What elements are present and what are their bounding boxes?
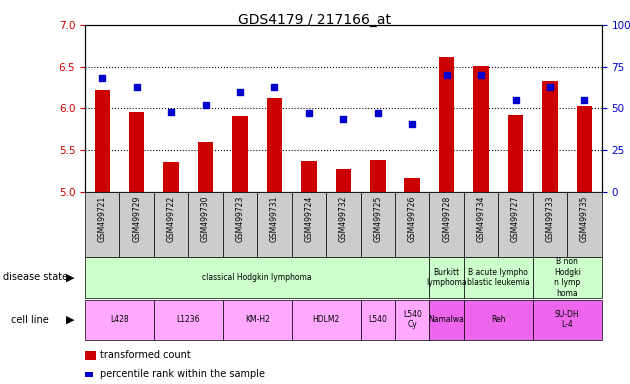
Bar — [395, 300, 430, 340]
Bar — [129, 112, 144, 192]
Bar — [223, 300, 292, 340]
Text: disease state: disease state — [3, 272, 68, 283]
Bar — [370, 160, 386, 192]
Text: GSM499731: GSM499731 — [270, 195, 279, 242]
Text: GSM499726: GSM499726 — [408, 195, 416, 242]
Bar — [464, 300, 533, 340]
Bar — [360, 300, 395, 340]
Bar — [266, 98, 282, 192]
Bar — [404, 178, 420, 192]
Point — [200, 102, 210, 108]
Bar — [533, 192, 567, 257]
Bar — [85, 192, 120, 257]
Text: cell line: cell line — [11, 314, 49, 325]
Point — [304, 111, 314, 117]
Point — [166, 109, 176, 115]
Bar — [163, 162, 179, 192]
Bar — [498, 192, 533, 257]
Text: L428: L428 — [110, 315, 129, 324]
Text: GSM499729: GSM499729 — [132, 195, 141, 242]
Bar — [85, 257, 430, 298]
Text: GSM499728: GSM499728 — [442, 195, 451, 242]
Bar — [533, 300, 602, 340]
Bar — [301, 161, 317, 192]
Bar — [430, 192, 464, 257]
Text: transformed count: transformed count — [100, 350, 191, 360]
Text: ▶: ▶ — [66, 272, 75, 283]
Bar — [257, 192, 292, 257]
Point — [510, 97, 520, 103]
Text: GSM499730: GSM499730 — [201, 195, 210, 242]
Bar — [360, 192, 395, 257]
Point — [407, 121, 417, 127]
Bar — [464, 192, 498, 257]
Text: L540: L540 — [369, 315, 387, 324]
Text: GDS4179 / 217166_at: GDS4179 / 217166_at — [239, 13, 391, 27]
Bar — [576, 106, 592, 192]
Point — [235, 89, 245, 95]
Text: GSM499732: GSM499732 — [339, 195, 348, 242]
Text: GSM499722: GSM499722 — [167, 195, 176, 242]
Bar — [533, 257, 602, 298]
Bar — [188, 192, 223, 257]
Bar — [473, 66, 489, 192]
Text: GSM499727: GSM499727 — [511, 195, 520, 242]
Bar — [154, 300, 223, 340]
Text: GSM499724: GSM499724 — [304, 195, 313, 242]
Text: GSM499723: GSM499723 — [236, 195, 244, 242]
Text: Reh: Reh — [491, 315, 506, 324]
Bar — [439, 57, 454, 192]
Bar — [232, 116, 248, 192]
Point — [442, 72, 452, 78]
Point — [338, 116, 348, 122]
Text: percentile rank within the sample: percentile rank within the sample — [100, 369, 265, 379]
Text: B non
Hodgki
n lymp
homa: B non Hodgki n lymp homa — [554, 257, 581, 298]
Text: B acute lympho
blastic leukemia: B acute lympho blastic leukemia — [467, 268, 530, 287]
Bar — [292, 300, 360, 340]
Bar — [508, 115, 524, 192]
Point — [270, 84, 280, 90]
Text: L1236: L1236 — [176, 315, 200, 324]
Text: classical Hodgkin lymphoma: classical Hodgkin lymphoma — [202, 273, 312, 282]
Bar — [94, 90, 110, 192]
Point — [545, 84, 555, 90]
Text: GSM499733: GSM499733 — [546, 195, 554, 242]
Text: HDLM2: HDLM2 — [312, 315, 340, 324]
Bar — [292, 192, 326, 257]
Point — [97, 75, 107, 81]
Bar — [154, 192, 188, 257]
Text: Burkitt
lymphoma: Burkitt lymphoma — [427, 268, 467, 287]
Text: KM-H2: KM-H2 — [245, 315, 270, 324]
Bar — [326, 192, 360, 257]
Text: GSM499721: GSM499721 — [98, 195, 106, 242]
Bar — [430, 300, 464, 340]
Point — [580, 97, 590, 103]
Text: SU-DH
L-4: SU-DH L-4 — [555, 310, 580, 329]
Bar — [395, 192, 430, 257]
Point — [132, 84, 142, 90]
Bar — [567, 192, 602, 257]
Bar — [430, 257, 464, 298]
Point — [373, 111, 383, 117]
Text: L540
Cy: L540 Cy — [403, 310, 421, 329]
Bar — [85, 300, 154, 340]
Bar — [542, 81, 558, 192]
Text: GSM499734: GSM499734 — [477, 195, 486, 242]
Text: Namalwa: Namalwa — [429, 315, 464, 324]
Bar — [223, 192, 257, 257]
Text: GSM499725: GSM499725 — [374, 195, 382, 242]
Point — [476, 72, 486, 78]
Text: GSM499735: GSM499735 — [580, 195, 589, 242]
Bar — [464, 257, 533, 298]
Bar — [336, 169, 351, 192]
Text: ▶: ▶ — [66, 314, 75, 325]
Bar — [198, 142, 214, 192]
Bar — [120, 192, 154, 257]
